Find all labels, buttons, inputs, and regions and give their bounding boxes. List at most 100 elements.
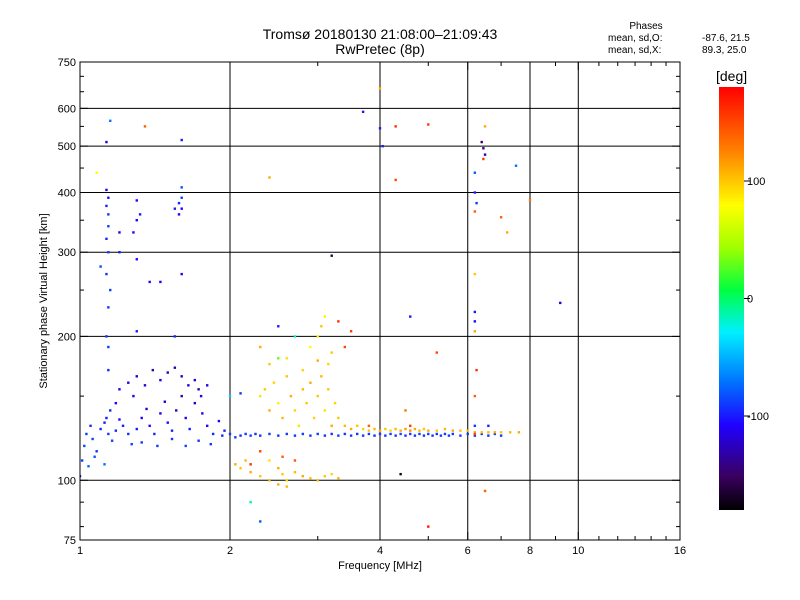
data-point bbox=[281, 455, 284, 458]
data-point bbox=[180, 375, 183, 378]
data-point bbox=[499, 216, 503, 219]
data-point bbox=[480, 431, 483, 434]
data-point bbox=[473, 431, 477, 434]
data-point bbox=[268, 409, 271, 412]
colorbar-tick-label: 100 bbox=[747, 176, 765, 188]
data-point bbox=[487, 424, 490, 428]
data-point bbox=[378, 87, 382, 90]
data-point bbox=[145, 407, 148, 411]
data-point bbox=[159, 280, 162, 284]
data-point bbox=[466, 432, 469, 436]
data-point bbox=[473, 191, 477, 194]
data-point bbox=[327, 362, 330, 366]
data-point bbox=[337, 434, 340, 437]
data-point bbox=[285, 375, 288, 378]
data-point bbox=[156, 444, 159, 448]
data-point bbox=[493, 431, 497, 434]
data-point bbox=[378, 127, 382, 130]
data-point bbox=[107, 432, 110, 436]
stats-o-values: -87.6, 21.5 bbox=[702, 33, 750, 44]
data-point bbox=[330, 432, 333, 436]
data-point bbox=[323, 409, 327, 412]
data-point bbox=[483, 153, 487, 156]
data-point bbox=[559, 301, 562, 305]
data-point bbox=[312, 416, 316, 420]
data-point bbox=[105, 335, 108, 338]
data-point bbox=[272, 381, 276, 384]
data-point bbox=[499, 434, 503, 437]
data-point bbox=[217, 419, 221, 423]
data-point bbox=[277, 434, 280, 437]
data-point bbox=[184, 444, 187, 448]
data-point bbox=[107, 225, 110, 228]
data-point bbox=[309, 345, 312, 349]
data-point bbox=[473, 310, 477, 314]
data-point bbox=[135, 219, 138, 222]
x-tick-label: 10 bbox=[572, 545, 584, 557]
data-point bbox=[99, 427, 102, 431]
data-point bbox=[367, 424, 371, 428]
data-point bbox=[373, 427, 376, 431]
data-point bbox=[394, 427, 397, 431]
x-tick-label: 8 bbox=[527, 545, 533, 557]
data-point bbox=[132, 394, 135, 398]
data-point bbox=[107, 368, 110, 372]
data-point bbox=[316, 394, 319, 398]
data-point bbox=[389, 429, 392, 432]
data-point bbox=[188, 427, 191, 431]
data-point bbox=[343, 424, 347, 428]
data-point bbox=[197, 388, 200, 391]
data-point bbox=[263, 388, 267, 391]
data-point bbox=[355, 432, 359, 436]
data-point bbox=[138, 213, 142, 216]
data-point bbox=[333, 401, 337, 405]
data-point bbox=[427, 432, 430, 436]
data-point bbox=[193, 401, 197, 405]
data-point bbox=[93, 455, 96, 458]
data-point bbox=[184, 416, 187, 420]
data-point bbox=[223, 429, 226, 432]
data-point bbox=[418, 432, 421, 436]
data-point bbox=[297, 424, 301, 428]
stats-heading: Phases bbox=[629, 21, 663, 32]
data-point bbox=[431, 434, 434, 437]
data-point bbox=[316, 335, 319, 338]
data-point bbox=[85, 432, 88, 436]
data-point bbox=[309, 434, 312, 437]
data-point bbox=[239, 434, 242, 437]
data-point bbox=[277, 466, 280, 470]
data-point bbox=[205, 384, 209, 387]
data-point bbox=[320, 325, 323, 328]
data-point bbox=[118, 231, 121, 234]
data-point bbox=[487, 434, 490, 437]
data-point bbox=[87, 465, 90, 468]
data-point bbox=[103, 421, 106, 424]
data-point bbox=[105, 272, 108, 276]
data-point bbox=[114, 429, 118, 432]
data-point bbox=[301, 432, 305, 436]
data-point bbox=[404, 427, 407, 431]
data-point bbox=[301, 474, 305, 478]
data-point bbox=[234, 463, 237, 466]
data-point bbox=[163, 400, 167, 403]
data-point bbox=[427, 123, 430, 126]
data-point bbox=[480, 432, 483, 436]
data-point bbox=[473, 272, 477, 276]
data-point bbox=[121, 424, 125, 428]
data-point bbox=[127, 381, 130, 384]
data-point bbox=[199, 394, 203, 398]
data-point bbox=[337, 416, 340, 420]
y-tick-label: 750 bbox=[58, 57, 76, 69]
data-point bbox=[427, 429, 430, 432]
data-point bbox=[140, 441, 143, 444]
data-point bbox=[109, 288, 112, 292]
data-point bbox=[323, 474, 327, 478]
data-point bbox=[159, 412, 162, 415]
data-point bbox=[394, 125, 397, 128]
data-point bbox=[361, 110, 365, 114]
data-point bbox=[135, 330, 138, 333]
data-point bbox=[435, 351, 438, 354]
data-point bbox=[361, 427, 365, 431]
data-point bbox=[105, 416, 108, 420]
